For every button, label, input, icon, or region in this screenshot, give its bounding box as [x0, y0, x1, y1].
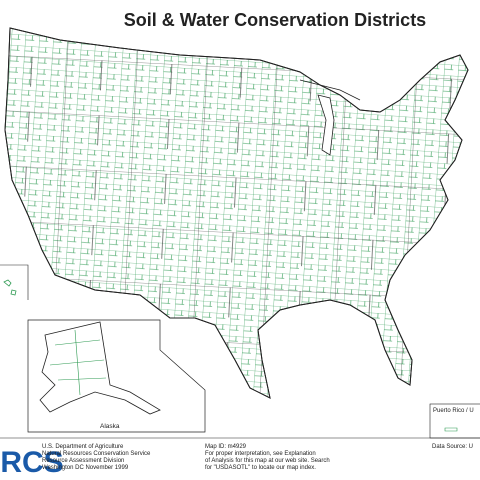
alaska-label: Alaska — [100, 423, 120, 430]
puerto-rico-label: Puerto Rico / U — [433, 408, 474, 414]
footer: IRCS U.S. Department of Agriculture Natu… — [0, 444, 473, 479]
note-line: of Analysis for this map at our web site… — [205, 458, 330, 464]
agency-logo: IRCS — [0, 446, 64, 479]
agency-line: U.S. Department of Agriculture — [42, 444, 124, 450]
alaska-inset: Alaska — [27, 319, 206, 433]
agency-line: Natural Resources Conservation Service — [42, 451, 151, 457]
note-line: For proper interpretation, see Explanati… — [205, 451, 316, 457]
hawaii-inset — [0, 264, 29, 300]
agency-line: Resource Assessment Division — [42, 458, 124, 464]
note-line: Map ID: m4929 — [205, 444, 247, 450]
data-source: Data Source: U — [432, 444, 473, 450]
note-line: for "USDASOTL" to locate our map index. — [205, 465, 316, 471]
agency-line: Washington DC November 1999 — [42, 465, 129, 471]
map-title: Soil & Water Conservation Districts — [124, 10, 426, 30]
puerto-rico-inset: Puerto Rico / U — [429, 403, 480, 439]
